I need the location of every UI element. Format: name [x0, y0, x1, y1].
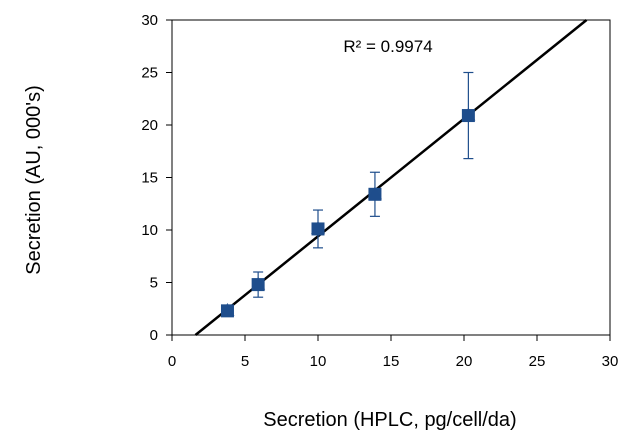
- x-tick-label: 25: [529, 353, 546, 370]
- data-marker-triangle: [461, 107, 476, 121]
- x-tick-label: 15: [383, 353, 400, 370]
- y-tick-label: 5: [150, 275, 158, 292]
- y-tick-label: 10: [141, 222, 158, 239]
- plot-layer: 0 5 10 15 20 25 30 0 5 10 15 20 25 30: [141, 12, 618, 370]
- r-squared-annotation: R² = 0.9974: [343, 37, 432, 56]
- data-point: [461, 71, 476, 160]
- x-tick-label: 30: [602, 353, 619, 370]
- data-marker-triangle: [311, 220, 325, 234]
- data-point: [311, 209, 325, 249]
- x-tick-label: 10: [310, 353, 327, 370]
- data-point: [367, 171, 382, 217]
- y-tick-label: 15: [141, 170, 158, 187]
- y-tick-label: 20: [141, 117, 158, 134]
- data-point: [251, 271, 266, 298]
- data-marker-triangle: [251, 276, 266, 290]
- y-tick-label: 25: [141, 65, 158, 82]
- x-tick-label: 20: [456, 353, 473, 370]
- y-axis-title: Secretion (AU, 000's): [23, 85, 45, 274]
- data-point: [220, 302, 235, 318]
- x-tick-label: 5: [241, 353, 249, 370]
- y-tick-label: 0: [150, 327, 158, 344]
- data-marker-triangle: [367, 186, 382, 200]
- data-marker-triangle: [220, 302, 235, 316]
- x-axis-title: Secretion (HPLC, pg/cell/da): [263, 409, 516, 431]
- y-tick-label: 30: [141, 12, 158, 29]
- x-tick-label: 0: [168, 353, 176, 370]
